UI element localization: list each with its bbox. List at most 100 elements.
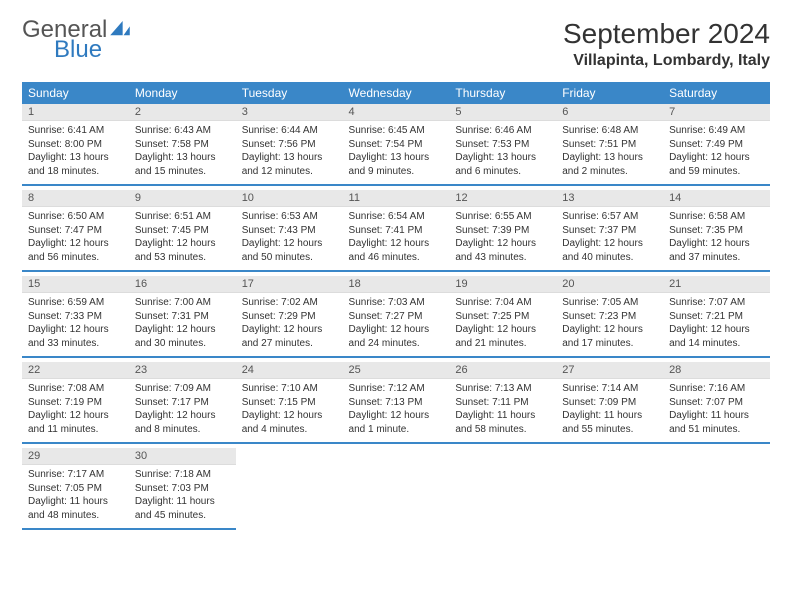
day-body: Sunrise: 6:53 AMSunset: 7:43 PMDaylight:…: [236, 207, 343, 272]
daylight-line2: and 55 minutes.: [562, 423, 657, 437]
day-cell: 22Sunrise: 7:08 AMSunset: 7:19 PMDayligh…: [22, 362, 129, 444]
sunset-text: Sunset: 7:51 PM: [562, 138, 657, 152]
daylight-line2: and 18 minutes.: [28, 165, 123, 179]
daylight-line1: Daylight: 12 hours: [28, 323, 123, 337]
sunrise-text: Sunrise: 7:17 AM: [28, 468, 123, 482]
sunrise-text: Sunrise: 7:12 AM: [349, 382, 444, 396]
sunrise-text: Sunrise: 7:16 AM: [669, 382, 764, 396]
daylight-line2: and 11 minutes.: [28, 423, 123, 437]
day-number: 12: [449, 190, 556, 207]
day-number: 11: [343, 190, 450, 207]
sunrise-text: Sunrise: 7:07 AM: [669, 296, 764, 310]
day-cell: 24 Sunrise: 7:10 AMSunset: 7:15 PMDayligh…: [236, 362, 343, 444]
day-number: 8: [22, 190, 129, 207]
daylight-line1: Daylight: 13 hours: [28, 151, 123, 165]
week-row: 1Sunrise: 6:41 AMSunset: 8:00 PMDaylight…: [22, 104, 770, 186]
day-number: 6: [556, 104, 663, 121]
sunset-text: Sunset: 7:21 PM: [669, 310, 764, 324]
day-cell: 17Sunrise: 7:02 AMSunset: 7:29 PMDayligh…: [236, 276, 343, 358]
sunset-text: Sunset: 7:39 PM: [455, 224, 550, 238]
daylight-line1: Daylight: 12 hours: [135, 409, 230, 423]
week-row: 22Sunrise: 7:08 AMSunset: 7:19 PMDayligh…: [22, 362, 770, 444]
daylight-line1: Daylight: 12 hours: [242, 409, 337, 423]
sunset-text: Sunset: 7:29 PM: [242, 310, 337, 324]
sunrise-text: Sunrise: 7:03 AM: [349, 296, 444, 310]
sunrise-text: Sunrise: 7:10 AM: [242, 382, 337, 396]
daylight-line2: and 58 minutes.: [455, 423, 550, 437]
day-number: 7: [663, 104, 770, 121]
day-body: Sunrise: 7:12 AMSunset: 7:13 PMDaylight:…: [343, 379, 450, 444]
day-body: Sunrise: 6:58 AMSunset: 7:35 PMDaylight:…: [663, 207, 770, 272]
daylight-line2: and 27 minutes.: [242, 337, 337, 351]
sunset-text: Sunset: 7:33 PM: [28, 310, 123, 324]
day-number: 27: [556, 362, 663, 379]
day-number: 17: [236, 276, 343, 293]
day-cell: 25Sunrise: 7:12 AMSunset: 7:13 PMDayligh…: [343, 362, 450, 444]
daylight-line2: and 53 minutes.: [135, 251, 230, 265]
day-number: 16: [129, 276, 236, 293]
day-body: Sunrise: 7:03 AMSunset: 7:27 PMDaylight:…: [343, 293, 450, 358]
day-body: Sunrise: 6:49 AMSunset: 7:49 PMDaylight:…: [663, 121, 770, 186]
day-body: Sunrise: 6:59 AMSunset: 7:33 PMDaylight:…: [22, 293, 129, 358]
day-cell: 16Sunrise: 7:00 AMSunset: 7:31 PMDayligh…: [129, 276, 236, 358]
day-number: 20: [556, 276, 663, 293]
sunset-text: Sunset: 7:15 PM: [242, 396, 337, 410]
day-body: Sunrise: 6:48 AMSunset: 7:51 PMDaylight:…: [556, 121, 663, 186]
sunrise-text: Sunrise: 6:48 AM: [562, 124, 657, 138]
daylight-line1: Daylight: 12 hours: [349, 323, 444, 337]
sunset-text: Sunset: 7:47 PM: [28, 224, 123, 238]
sunset-text: Sunset: 7:27 PM: [349, 310, 444, 324]
sunrise-text: Sunrise: 6:50 AM: [28, 210, 123, 224]
daylight-line1: Daylight: 13 hours: [455, 151, 550, 165]
day-number: 24: [236, 362, 343, 379]
sunrise-text: Sunrise: 7:09 AM: [135, 382, 230, 396]
header: GeneralBlue September 2024 Villapinta, L…: [22, 18, 770, 70]
day-cell: 29Sunrise: 7:17 AMSunset: 7:05 PMDayligh…: [22, 448, 129, 530]
dayname-thu: Thursday: [449, 82, 556, 104]
sunrise-text: Sunrise: 6:41 AM: [28, 124, 123, 138]
day-body: Sunrise: 6:46 AMSunset: 7:53 PMDaylight:…: [449, 121, 556, 186]
daylight-line1: Daylight: 11 hours: [135, 495, 230, 509]
daylight-line1: Daylight: 12 hours: [349, 237, 444, 251]
sunrise-text: Sunrise: 6:46 AM: [455, 124, 550, 138]
day-cell: 14Sunrise: 6:58 AMSunset: 7:35 PMDayligh…: [663, 190, 770, 272]
daylight-line1: Daylight: 12 hours: [562, 237, 657, 251]
sunset-text: Sunset: 7:17 PM: [135, 396, 230, 410]
sunset-text: Sunset: 7:43 PM: [242, 224, 337, 238]
daylight-line1: Daylight: 12 hours: [669, 151, 764, 165]
sunrise-text: Sunrise: 6:59 AM: [28, 296, 123, 310]
day-cell: [556, 448, 663, 530]
sunset-text: Sunset: 7:49 PM: [669, 138, 764, 152]
day-cell: 26Sunrise: 7:13 AMSunset: 7:11 PMDayligh…: [449, 362, 556, 444]
day-cell: 9Sunrise: 6:51 AMSunset: 7:45 PMDaylight…: [129, 190, 236, 272]
day-cell: 6Sunrise: 6:48 AMSunset: 7:51 PMDaylight…: [556, 104, 663, 186]
daylight-line2: and 8 minutes.: [135, 423, 230, 437]
sunset-text: Sunset: 7:19 PM: [28, 396, 123, 410]
day-cell: 21Sunrise: 7:07 AMSunset: 7:21 PMDayligh…: [663, 276, 770, 358]
daylight-line1: Daylight: 12 hours: [28, 409, 123, 423]
sunrise-text: Sunrise: 6:43 AM: [135, 124, 230, 138]
day-cell: 1Sunrise: 6:41 AMSunset: 8:00 PMDaylight…: [22, 104, 129, 186]
daylight-line2: and 6 minutes.: [455, 165, 550, 179]
daylight-line2: and 50 minutes.: [242, 251, 337, 265]
week-row: 29Sunrise: 7:17 AMSunset: 7:05 PMDayligh…: [22, 448, 770, 530]
daylight-line2: and 56 minutes.: [28, 251, 123, 265]
sunset-text: Sunset: 7:07 PM: [669, 396, 764, 410]
day-body: Sunrise: 6:51 AMSunset: 7:45 PMDaylight:…: [129, 207, 236, 272]
day-cell: 4Sunrise: 6:45 AMSunset: 7:54 PMDaylight…: [343, 104, 450, 186]
daylight-line2: and 48 minutes.: [28, 509, 123, 523]
sunrise-text: Sunrise: 6:45 AM: [349, 124, 444, 138]
sunrise-text: Sunrise: 6:53 AM: [242, 210, 337, 224]
dayname-mon: Monday: [129, 82, 236, 104]
sunset-text: Sunset: 7:03 PM: [135, 482, 230, 496]
sunset-text: Sunset: 7:09 PM: [562, 396, 657, 410]
day-body: Sunrise: 6:54 AMSunset: 7:41 PMDaylight:…: [343, 207, 450, 272]
daylight-line1: Daylight: 11 hours: [669, 409, 764, 423]
daylight-line1: Daylight: 12 hours: [669, 237, 764, 251]
dayname-sun: Sunday: [22, 82, 129, 104]
day-cell: 19Sunrise: 7:04 AMSunset: 7:25 PMDayligh…: [449, 276, 556, 358]
day-number: 29: [22, 448, 129, 465]
day-number: 23: [129, 362, 236, 379]
day-number: 1: [22, 104, 129, 121]
day-body: Sunrise: 7:02 AMSunset: 7:29 PMDaylight:…: [236, 293, 343, 358]
